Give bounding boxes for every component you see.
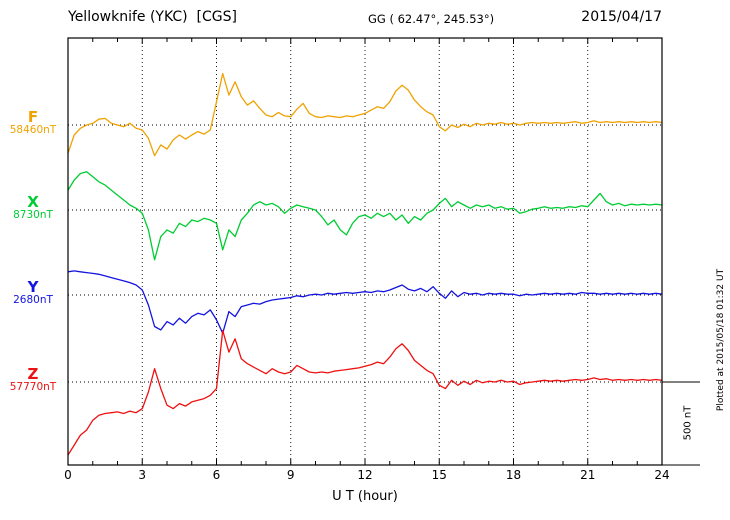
trace-baseline-value: 8730nT bbox=[13, 209, 53, 221]
trace-baseline-value: 2680nT bbox=[13, 294, 53, 306]
x-axis-label: U T (hour) bbox=[332, 489, 398, 504]
plot-credit: Plotted at 2015/05/18 01:32 UT bbox=[716, 268, 726, 412]
trace-letter: X bbox=[27, 193, 39, 211]
x-tick-label: 21 bbox=[580, 468, 596, 482]
trace-label-F: F 58460nT bbox=[2, 110, 64, 137]
trace-letter: F bbox=[27, 108, 39, 126]
trace-label-Y: Y 2680nT bbox=[2, 280, 64, 307]
x-tick-label: 24 bbox=[654, 468, 670, 482]
x-tick-label: 9 bbox=[286, 468, 295, 482]
x-tick-label: 0 bbox=[64, 468, 72, 482]
trace-letter: Z bbox=[27, 365, 39, 383]
geographic-coords: GG ( 62.47°, 245.53°) bbox=[368, 12, 495, 26]
station-title: Yellowknife (YKC) [CGS] bbox=[68, 9, 237, 25]
x-tick-label: 6 bbox=[212, 468, 221, 482]
date-label: 2015/04/17 bbox=[581, 9, 662, 25]
trace-letter: Y bbox=[27, 278, 39, 296]
x-tick-label: 3 bbox=[138, 468, 147, 482]
x-tick-label: 15 bbox=[431, 468, 447, 482]
x-tick-label: 12 bbox=[357, 468, 373, 482]
scale-bar-label: 500 nT bbox=[682, 405, 694, 441]
trace-label-X: X 8730nT bbox=[2, 195, 64, 222]
trace-baseline-value: 58460nT bbox=[9, 124, 57, 136]
trace-baseline-value: 57770nT bbox=[9, 381, 57, 393]
x-tick-label: 18 bbox=[505, 468, 522, 482]
trace-label-Z: Z 57770nT bbox=[2, 367, 64, 394]
